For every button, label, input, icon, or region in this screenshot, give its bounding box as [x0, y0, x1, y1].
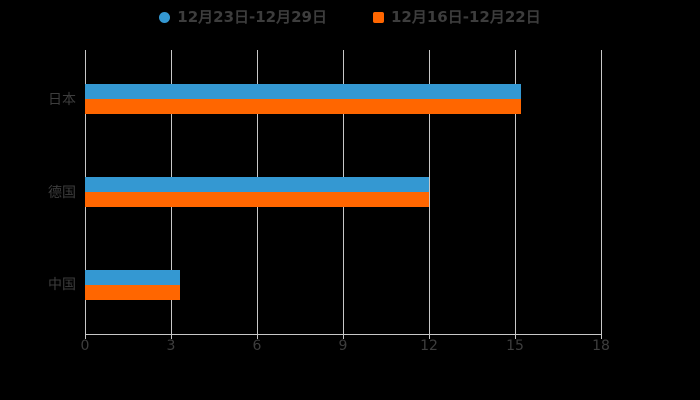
x-tick-6	[257, 334, 258, 339]
x-tick-label-18: 18	[592, 338, 610, 354]
x-tick-label-15: 15	[506, 338, 524, 354]
legend-label-series-1: 12月23日-12月29日	[177, 7, 327, 26]
x-tick-15	[515, 334, 516, 339]
x-tick-label-9: 9	[338, 338, 348, 354]
bar-china-series-2[interactable]	[85, 285, 180, 300]
y-tick-label-japan: 日本	[48, 92, 76, 108]
x-tick-12	[429, 334, 430, 339]
bar-germany-series-1[interactable]	[85, 177, 429, 192]
legend-item-series-2[interactable]: 12月16日-12月22日	[373, 7, 541, 26]
bar-japan-series-2[interactable]	[85, 99, 521, 114]
bar-japan-series-1[interactable]	[85, 84, 521, 99]
x-tick-0	[85, 334, 86, 339]
bar-china-series-1[interactable]	[85, 270, 180, 285]
x-tick-9	[343, 334, 344, 339]
plot-area	[85, 50, 602, 334]
legend-item-series-1[interactable]: 12月23日-12月29日	[159, 7, 327, 26]
x-tick-label-12: 12	[420, 338, 438, 354]
y-tick-label-germany: 德国	[48, 185, 76, 201]
x-tick-label-0: 0	[80, 338, 90, 354]
legend-swatch-circle-icon	[159, 11, 171, 23]
x-tick-3	[171, 334, 172, 339]
x-tick-label-6: 6	[252, 338, 262, 354]
legend-label-series-2: 12月16日-12月22日	[391, 7, 541, 26]
gridline-12	[429, 50, 430, 334]
y-tick-label-china: 中国	[48, 277, 76, 293]
chart-legend: 12月23日-12月29日 12月16日-12月22日	[0, 6, 700, 28]
gridline-18	[601, 50, 602, 334]
legend-swatch-square-icon	[373, 11, 384, 23]
x-tick-label-3: 3	[166, 338, 176, 354]
gridline-15	[515, 50, 516, 334]
x-tick-18	[601, 334, 602, 339]
bar-germany-series-2[interactable]	[85, 192, 429, 207]
